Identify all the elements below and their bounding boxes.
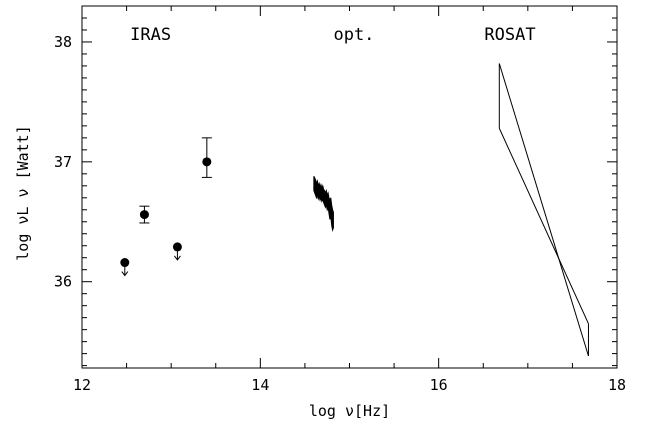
data-marks	[120, 63, 589, 357]
x-tick-label: 12	[73, 376, 91, 394]
data-point	[172, 242, 182, 252]
band-label: opt.	[333, 25, 374, 45]
y-tick-label: 37	[54, 153, 72, 171]
x-tick-label: 14	[251, 376, 269, 394]
xray-slope-line	[498, 128, 589, 324]
upper-limit-arrowhead	[121, 271, 129, 277]
data-point	[139, 210, 149, 220]
upper-limit-arrowhead	[174, 255, 181, 261]
y-tick-label: 36	[54, 273, 72, 291]
x-tick-label: 16	[430, 376, 448, 394]
band-label: ROSAT	[484, 25, 535, 45]
xray-slope-line	[498, 63, 589, 357]
axis-ticks	[81, 5, 618, 368]
chart-labels: 12 14 16 18 36 37 38 log ν[Hz] log νL ν [Watt] IR…	[14, 25, 626, 420]
band-label: IRAS	[130, 25, 171, 45]
x-tick-label: 18	[608, 376, 626, 394]
data-point	[120, 258, 130, 268]
x-axis-label: log ν[Hz]	[309, 402, 390, 420]
y-axis-label: log νL ν [Watt]	[14, 125, 32, 260]
data-point	[202, 157, 212, 167]
y-tick-label: 38	[54, 33, 72, 51]
optical-spectrum	[313, 175, 334, 233]
